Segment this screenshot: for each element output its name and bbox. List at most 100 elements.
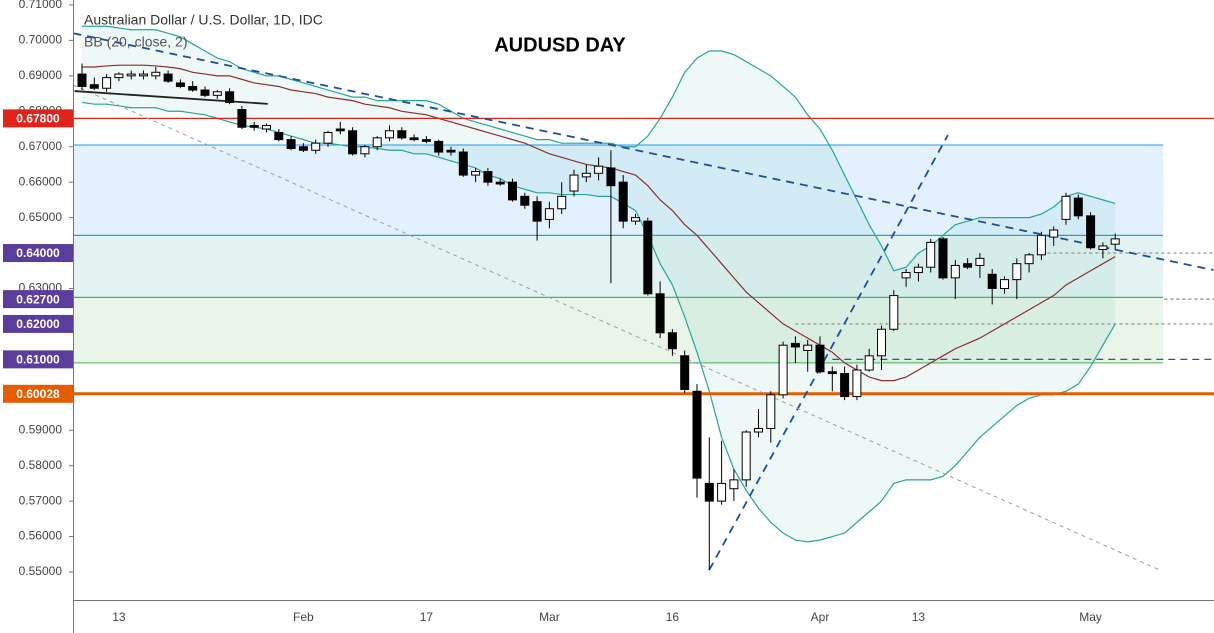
candle-body <box>877 328 886 357</box>
y-tick-label: 0.59000 <box>19 422 63 436</box>
candle-body <box>1012 263 1022 281</box>
candle-body <box>372 137 382 148</box>
candle-body <box>741 431 751 481</box>
fib-zone <box>74 144 1163 236</box>
candle-body <box>237 109 247 128</box>
candle-body <box>89 84 99 89</box>
level-label: 0.62000 <box>16 317 60 331</box>
candle-body <box>864 355 874 371</box>
candle-body <box>803 344 813 352</box>
candle-body <box>1098 245 1108 250</box>
x-tick-label: Feb <box>293 610 314 624</box>
candle-body <box>1036 234 1046 256</box>
y-tick-label: 0.56000 <box>19 529 63 543</box>
candle-body <box>102 77 112 89</box>
level-label: 0.60028 <box>16 387 60 401</box>
candle-body <box>655 293 665 334</box>
candle-body <box>77 73 87 87</box>
candle-body <box>729 479 739 490</box>
candle-body <box>618 181 628 222</box>
candle-body <box>950 264 960 279</box>
candle-body <box>1073 197 1083 217</box>
y-tick-label: 0.67000 <box>19 139 63 153</box>
overlay: Australian Dollar / U.S. Dollar, 1D, IDC… <box>3 0 1214 633</box>
candle-body <box>926 241 936 268</box>
fib-zone <box>74 297 1163 363</box>
level-label: 0.61000 <box>16 353 60 367</box>
candle-body <box>360 146 370 155</box>
candle-body <box>815 344 825 373</box>
trend-line <box>74 32 1214 271</box>
candle-body <box>495 181 505 185</box>
candle-body <box>323 132 333 144</box>
candle-body <box>680 355 690 390</box>
candle-body <box>975 257 985 266</box>
candle-body <box>212 91 222 96</box>
candle-body <box>385 130 394 139</box>
candle-body <box>581 172 591 178</box>
candle-body <box>790 342 800 348</box>
y-tick-label: 0.55000 <box>19 564 63 578</box>
candle-body <box>274 132 284 141</box>
candle-body <box>913 266 923 274</box>
y-tick-label: 0.70000 <box>19 33 63 47</box>
candle-body <box>139 73 148 77</box>
candle-body <box>249 124 259 128</box>
candle-body <box>1049 229 1059 238</box>
candle-body <box>631 217 640 222</box>
chart-subtitle: Australian Dollar / U.S. Dollar, 1D, IDC <box>84 12 323 28</box>
candle-body <box>717 482 727 502</box>
candle-body <box>852 369 862 398</box>
candle-body <box>1024 254 1034 265</box>
candle-body <box>200 89 210 96</box>
candle-body <box>434 140 444 153</box>
level-label: 0.64000 <box>16 246 60 260</box>
y-tick-label: 0.57000 <box>19 493 63 507</box>
candle-body <box>188 85 198 91</box>
candle-body <box>409 137 419 141</box>
level-box <box>3 244 73 263</box>
candle-body <box>704 482 714 502</box>
x-tick-label: May <box>1079 610 1102 624</box>
indicator-label: BB (20, close, 2) <box>84 34 188 50</box>
x-tick-label: 13 <box>112 610 126 624</box>
candle-body <box>766 394 776 429</box>
candle-body <box>298 146 308 151</box>
candle-body <box>643 220 653 295</box>
x-tick-label: 13 <box>912 610 926 624</box>
candle-body <box>458 151 468 176</box>
level-box <box>3 290 73 309</box>
candle-body <box>987 273 997 289</box>
level-label: 0.62700 <box>16 292 60 306</box>
y-tick-label: 0.69000 <box>19 68 63 82</box>
candle-body <box>594 165 604 174</box>
candle-body <box>827 371 837 375</box>
candle-body <box>544 208 554 220</box>
trend-line <box>74 90 268 105</box>
x-tick-label: 17 <box>420 610 434 624</box>
x-tick-label: 16 <box>666 610 680 624</box>
candle-body <box>963 263 973 268</box>
candle-body <box>938 238 948 279</box>
candle-body <box>262 124 271 130</box>
candle-body <box>114 73 124 79</box>
candle-body <box>163 73 173 82</box>
chart-title: AUDUSD DAY <box>494 34 626 56</box>
candle-body <box>397 130 407 139</box>
level-box <box>3 314 73 333</box>
candle-body <box>446 149 456 153</box>
candle-body <box>421 139 431 142</box>
candle-body <box>1000 279 1009 289</box>
candle-body <box>1086 215 1096 249</box>
band-fill <box>82 26 1116 542</box>
x-tick-label: Mar <box>539 610 560 624</box>
candle-body <box>532 201 542 222</box>
candle-body <box>557 195 567 210</box>
candle-body <box>348 130 358 155</box>
level-box <box>3 109 73 128</box>
x-tick-label: Apr <box>811 610 830 624</box>
candle-body <box>335 128 345 132</box>
y-tick-label: 0.65000 <box>19 210 63 224</box>
candle-body <box>667 332 677 350</box>
